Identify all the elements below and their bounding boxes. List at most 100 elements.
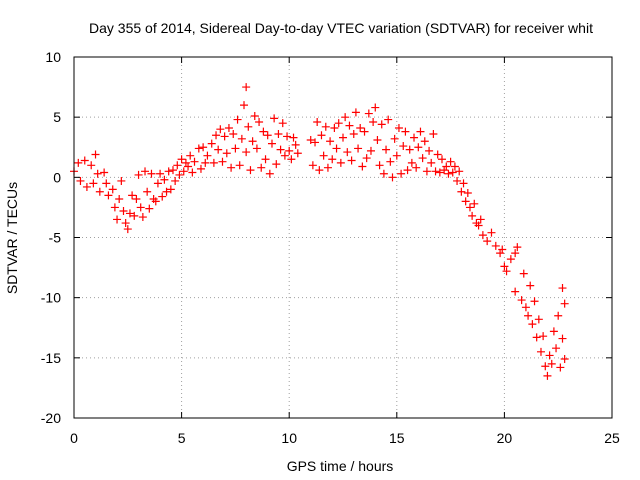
data-point — [267, 139, 276, 148]
data-point — [231, 144, 240, 153]
data-point — [478, 231, 487, 240]
x-tick-label: 10 — [281, 430, 297, 446]
data-point — [119, 207, 128, 216]
data-point — [487, 228, 496, 237]
data-point — [556, 363, 565, 372]
data-point — [306, 136, 315, 145]
data-point — [203, 151, 212, 160]
y-tick-label: -10 — [41, 290, 61, 306]
data-point — [341, 113, 350, 122]
x-tick-label: 5 — [178, 430, 186, 446]
data-point — [224, 123, 233, 132]
data-point — [76, 176, 85, 185]
data-point — [382, 145, 391, 154]
data-point — [399, 142, 408, 151]
data-point — [554, 311, 563, 320]
y-axis-label: SDTVAR / TECUs — [4, 182, 20, 294]
data-point — [166, 185, 175, 194]
data-point — [429, 130, 438, 139]
data-point — [519, 269, 528, 278]
data-point — [435, 168, 444, 177]
data-point — [74, 158, 83, 167]
y-tick-label: 10 — [45, 49, 61, 65]
data-point — [186, 151, 195, 160]
data-point — [339, 133, 347, 142]
data-point — [549, 327, 558, 336]
data-point — [246, 166, 255, 175]
data-point — [392, 151, 401, 160]
data-point — [448, 168, 457, 177]
data-point — [354, 144, 363, 153]
data-point — [517, 296, 526, 305]
y-tick-label: -20 — [41, 410, 61, 426]
data-point — [453, 176, 462, 185]
data-point — [179, 167, 188, 176]
data-point — [332, 144, 341, 153]
data-point — [323, 163, 332, 172]
data-point — [160, 175, 169, 184]
data-point — [362, 154, 371, 163]
data-point — [330, 123, 339, 132]
data-point — [261, 155, 270, 164]
data-point — [427, 158, 436, 167]
data-point — [547, 359, 556, 368]
data-point — [255, 117, 264, 126]
data-point — [401, 127, 410, 136]
data-point — [496, 249, 505, 258]
data-point — [214, 145, 223, 154]
data-point — [422, 167, 431, 176]
data-point — [351, 108, 360, 117]
data-point — [158, 192, 167, 201]
data-point — [263, 131, 272, 140]
data-point — [397, 169, 406, 178]
y-tick-label: -15 — [41, 350, 61, 366]
data-point — [483, 237, 492, 246]
data-point — [229, 130, 238, 139]
data-point — [360, 127, 369, 136]
data-point — [530, 297, 539, 306]
data-point — [153, 179, 162, 188]
data-point — [328, 155, 337, 164]
data-point — [394, 123, 403, 132]
data-point — [313, 117, 322, 126]
data-point — [498, 245, 507, 254]
data-point — [291, 140, 300, 149]
data-point — [233, 115, 242, 124]
data-point — [377, 120, 386, 129]
x-tick-label: 20 — [497, 430, 513, 446]
data-point — [414, 143, 423, 152]
data-point — [270, 114, 279, 123]
data-point — [227, 163, 236, 172]
data-point — [474, 221, 483, 230]
data-point — [470, 199, 479, 208]
data-point — [545, 351, 554, 360]
data-point — [244, 122, 253, 131]
data-point — [237, 134, 246, 143]
data-point — [308, 161, 317, 170]
y-tick-label: 5 — [53, 109, 61, 125]
data-point — [524, 311, 533, 320]
data-point — [188, 168, 197, 177]
data-point — [366, 146, 375, 155]
data-point — [235, 161, 244, 170]
data-point — [420, 137, 429, 146]
data-point — [315, 166, 324, 175]
data-point — [431, 167, 440, 176]
data-point — [162, 187, 171, 196]
data-point — [115, 194, 124, 203]
data-point — [336, 158, 345, 167]
data-point — [321, 122, 330, 131]
data-point — [552, 344, 561, 353]
data-point — [334, 119, 343, 128]
data-point — [433, 150, 442, 159]
data-point — [216, 125, 225, 134]
data-point — [100, 168, 109, 177]
data-point — [181, 158, 190, 167]
data-point — [113, 215, 122, 224]
data-point — [289, 133, 298, 142]
data-point — [356, 123, 365, 132]
data-point — [461, 197, 470, 206]
data-point — [437, 155, 446, 164]
data-point — [390, 134, 399, 143]
data-point — [283, 132, 292, 141]
